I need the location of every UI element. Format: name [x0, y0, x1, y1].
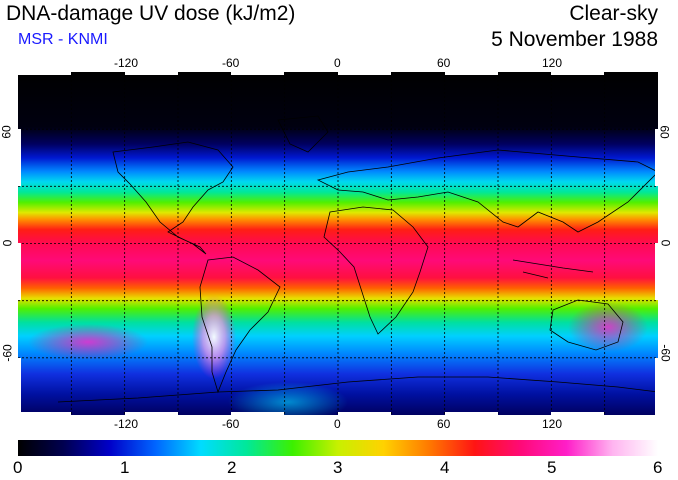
- lon-tick-bottom: 60: [437, 417, 451, 431]
- source-label: MSR - KNMI: [18, 31, 108, 48]
- lon-tick-top: 60: [437, 56, 451, 70]
- coast-indonesia: [512, 259, 594, 279]
- lat-tick-left: -60: [0, 344, 15, 362]
- sky-condition: Clear-sky: [569, 2, 658, 25]
- lon-tick-top: 0: [334, 56, 341, 70]
- lon-tick-bottom: 0: [334, 417, 341, 431]
- coastlines: [57, 115, 658, 403]
- lat-tick-right: 0: [658, 239, 673, 247]
- lon-tick-bottom: 120: [542, 417, 563, 431]
- lon-tick-bottom: -60: [222, 417, 240, 431]
- colorbar-label: 6: [653, 458, 663, 477]
- coast-greenland: [277, 115, 329, 153]
- coast-north-america: [112, 141, 234, 255]
- lat-tick-left: 0: [0, 239, 15, 247]
- map-date: 5 November 1988: [491, 28, 658, 51]
- colorbar-label: 1: [120, 458, 130, 477]
- lat-tick-left: 60: [0, 125, 14, 139]
- colorbar-label: 3: [333, 458, 343, 477]
- colorbar-label: 0: [13, 458, 23, 477]
- lat-tick-right: 60: [657, 125, 672, 139]
- colorbar-label: 4: [440, 458, 450, 477]
- lat-tick-right: -60: [658, 344, 673, 362]
- australia-hotspot: [568, 302, 648, 352]
- lon-tick-bottom: -120: [114, 417, 139, 431]
- coast-africa: [323, 206, 429, 335]
- coast-antarctica: [57, 376, 658, 403]
- map-border-ticks: [18, 72, 658, 415]
- colorbar-label: 5: [547, 458, 557, 477]
- coast-australia: [549, 299, 624, 351]
- andes-hotspot: [192, 295, 236, 379]
- colorbar-gradient: [18, 440, 658, 456]
- coast-europe-asia: [316, 149, 658, 233]
- lon-tick-top: -60: [222, 56, 240, 70]
- colorbar: [18, 440, 658, 456]
- antarctic-cyan-patch: [228, 382, 348, 415]
- colorbar-label: 2: [227, 458, 237, 477]
- uv-dose-map: [18, 72, 658, 415]
- pacific-hotspot: [28, 324, 148, 360]
- lon-tick-top: 120: [542, 56, 563, 70]
- map-title: DNA-damage UV dose (kJ/m2): [6, 2, 296, 25]
- graticule: [18, 72, 658, 415]
- lon-tick-top: -120: [114, 56, 139, 70]
